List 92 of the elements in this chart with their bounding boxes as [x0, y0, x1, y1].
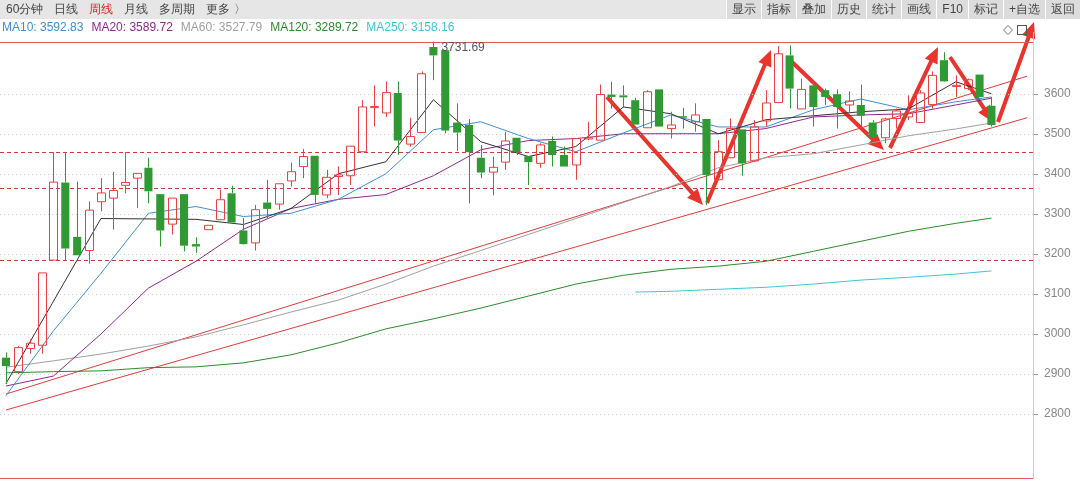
candlestick [406, 117, 415, 148]
candlestick [702, 118, 711, 206]
text: 显示 [726, 0, 762, 19]
candlestick [156, 194, 165, 247]
candlestick [26, 338, 35, 355]
candlestick [310, 155, 319, 205]
candlestick [109, 171, 118, 231]
y-tick-label: 2800 [1044, 406, 1072, 421]
candlestick [85, 200, 94, 265]
candlestick [596, 84, 605, 141]
candlestick [667, 111, 676, 140]
candlestick [797, 78, 806, 110]
candlestick [476, 144, 485, 179]
text: 更多 〉 [206, 2, 246, 16]
y-tick-label: 3200 [1044, 246, 1072, 261]
candlestick [559, 146, 569, 167]
text: 周线 [89, 2, 114, 16]
text: 标记 [967, 0, 1003, 19]
candlestick [714, 139, 723, 181]
candlestick [251, 204, 260, 251]
candlestick [691, 102, 700, 133]
candlestick [216, 189, 225, 221]
candlestick [619, 84, 628, 109]
candlestick [191, 236, 200, 254]
annotation: 3731.69 [441, 39, 486, 54]
text: 历史 [831, 0, 867, 19]
text: 月线 [124, 2, 149, 16]
candlestick [393, 80, 402, 156]
candlestick [346, 145, 355, 186]
text: MA120: 3289.72 [270, 20, 359, 34]
candlestick [49, 151, 58, 261]
candlestick [785, 44, 794, 110]
candlestick [38, 272, 47, 355]
text: 60分钟 [6, 2, 44, 16]
candlestick [939, 51, 948, 82]
candlestick [334, 166, 343, 196]
text: 多周期 [159, 2, 196, 16]
candlestick [987, 96, 996, 128]
candlestick [133, 172, 142, 209]
text: 日线 [54, 2, 79, 16]
candlestick [370, 84, 379, 128]
y-tick-label: 3500 [1044, 126, 1072, 141]
candlestick [548, 136, 557, 168]
y-tick-label: 3100 [1044, 286, 1072, 301]
text: MA60: 3527.79 [180, 20, 263, 34]
candlestick [904, 94, 913, 121]
candlestick [631, 97, 640, 125]
text: MA250: 3158.16 [366, 20, 455, 34]
candlestick [726, 118, 735, 159]
candlestick [892, 108, 901, 130]
candlestick [607, 81, 616, 110]
candlestick [678, 107, 687, 130]
candlestick [1, 351, 10, 385]
text: +自选 [1002, 0, 1045, 19]
candlestick [263, 179, 272, 219]
candlestick [856, 84, 865, 130]
candlestick [572, 138, 581, 181]
text: 叠加 [796, 0, 832, 19]
candlestick [239, 217, 248, 245]
candlestick [121, 151, 130, 194]
text: MA10: 3592.83 [2, 20, 84, 34]
text: 画线 [901, 0, 937, 19]
candlestick [512, 137, 521, 156]
candlestick [524, 156, 533, 186]
candlestick [144, 157, 153, 204]
candlestick [97, 177, 106, 212]
candlestick [61, 151, 70, 261]
candlestick [417, 70, 426, 134]
y-tick-label: 2900 [1044, 366, 1072, 381]
text: 统计 [866, 0, 902, 19]
candlestick [464, 118, 474, 204]
y-tick-label: 3400 [1044, 166, 1072, 181]
candlestick [429, 41, 438, 81]
candlestick [762, 89, 771, 128]
candlestick [868, 119, 877, 138]
candlestick [738, 129, 747, 177]
text: 指标 [761, 0, 797, 19]
text: F10 [936, 0, 968, 19]
text: MA20: 3589.72 [91, 20, 173, 34]
candlestick [809, 79, 818, 128]
y-tick-label: 3600 [1044, 86, 1072, 101]
candlestick [453, 102, 462, 152]
y-tick-label: 3300 [1044, 206, 1072, 221]
candlestick [73, 181, 82, 256]
y-tick-label: 3000 [1044, 326, 1072, 341]
candlestick [489, 156, 498, 196]
text: 返回 [1045, 0, 1080, 19]
candlestick [833, 88, 842, 130]
candlestick [168, 197, 177, 236]
candlestick [382, 80, 391, 118]
candlestick [299, 148, 308, 179]
candlestick [821, 88, 830, 106]
